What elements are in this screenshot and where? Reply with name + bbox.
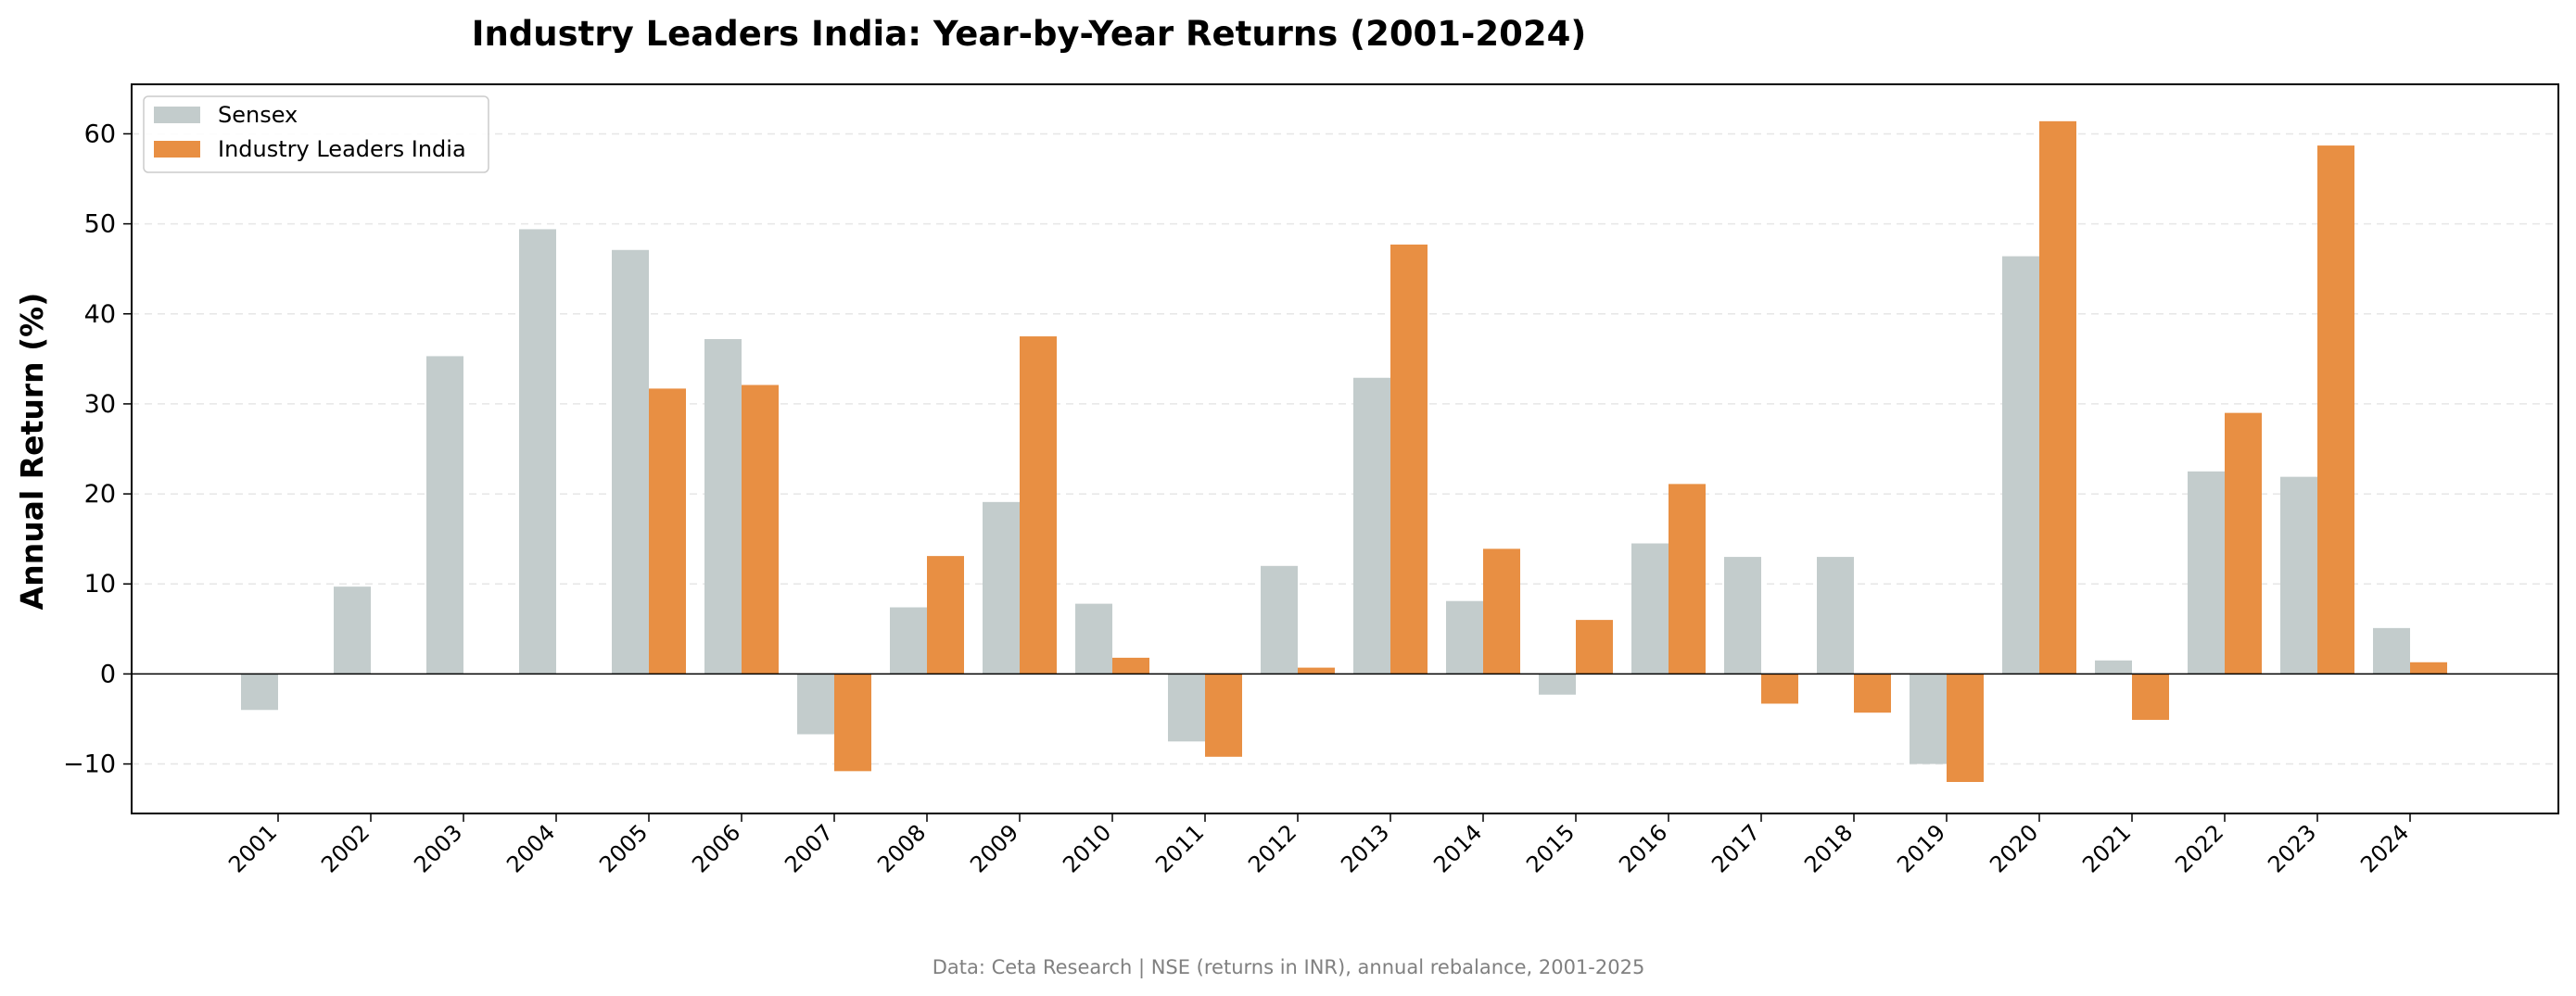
y-tick-label: −10 [63,750,116,779]
y-tick-label: 0 [100,660,116,688]
x-tick-label: 2018 [1799,819,1858,877]
x-tick-label: 2012 [1243,819,1301,877]
y-tick-label: 60 [84,120,116,148]
x-tick-label: 2001 [223,819,282,877]
legend-label: Sensex [218,102,298,128]
y-tick-label: 40 [84,300,116,329]
legend: Sensex Industry Leaders India [143,95,489,173]
bar-industry-leaders-2014 [1483,548,1520,675]
legend-swatch [154,141,200,158]
plot-area-frame [131,83,2559,814]
bar-sensex-2008 [890,607,927,675]
bar-industry-leaders-2006 [742,385,779,675]
bar-industry-leaders-2011 [1205,674,1242,757]
bar-sensex-2012 [1261,565,1298,675]
bar-industry-leaders-2022 [2225,412,2262,675]
x-tick-label: 2007 [780,819,838,877]
x-tick-label: 2023 [2263,819,2321,877]
bar-industry-leaders-2007 [834,674,871,772]
legend-swatch [154,107,200,123]
bar-sensex-2022 [2188,471,2225,675]
bar-sensex-2019 [1910,674,1947,764]
y-tick-label: 50 [84,210,116,239]
bar-sensex-2023 [2280,476,2317,675]
bar-industry-leaders-2020 [2039,120,2076,675]
bar-sensex-2016 [1631,543,1669,675]
bar-sensex-2011 [1168,674,1205,742]
bar-sensex-2013 [1353,377,1390,675]
y-tick-label: 30 [84,390,116,419]
bar-industry-leaders-2018 [1854,674,1891,713]
bar-industry-leaders-2013 [1390,244,1428,675]
x-tick-label: 2006 [687,819,745,877]
bar-industry-leaders-2021 [2132,674,2169,720]
bar-sensex-2005 [612,249,649,675]
x-tick-label: 2014 [1428,819,1487,877]
bar-sensex-2007 [797,674,834,735]
x-tick-label: 2002 [316,819,374,877]
bar-sensex-2003 [426,356,463,675]
x-tick-label: 2020 [1985,819,2043,877]
bar-industry-leaders-2019 [1947,674,1984,782]
x-tick-label: 2019 [1892,819,1950,877]
x-tick-label: 2004 [501,819,560,877]
y-axis: −10 0 10 20 30 40 50 60 [63,120,132,779]
x-tick-label: 2008 [872,819,931,877]
bar-industry-leaders-2017 [1761,674,1798,704]
x-tick-label: 2015 [1521,819,1580,877]
y-tick-label: 10 [84,570,116,599]
bars [241,120,2447,782]
chart-title: Industry Leaders India: Year-by-Year Ret… [472,14,1587,54]
bar-industry-leaders-2016 [1669,484,1706,675]
bar-sensex-2004 [519,229,556,675]
x-tick-label: 2013 [1336,819,1394,877]
x-axis: 2001 2002 2003 2004 2005 2006 2007 2008 2009 2010… [223,813,2414,877]
footer-note: Data: Ceta Research | NSE (returns in IN… [933,956,1645,979]
bar-sensex-2017 [1724,557,1761,675]
bar-sensex-2015 [1539,674,1576,695]
bar-sensex-2001 [241,674,278,711]
bar-sensex-2006 [704,338,742,675]
bar-industry-leaders-2010 [1112,657,1149,675]
bar-industry-leaders-2015 [1576,620,1613,675]
bar-sensex-2009 [983,501,1020,675]
bar-sensex-2002 [334,586,371,675]
bar-industry-leaders-2008 [927,556,964,675]
x-tick-label: 2017 [1707,819,1765,877]
x-tick-label: 2021 [2077,819,2136,877]
y-tick-label: 20 [84,480,116,509]
bar-sensex-2014 [1446,600,1483,675]
x-tick-label: 2009 [965,819,1023,877]
x-tick-label: 2016 [1614,819,1672,877]
x-tick-label: 2024 [2355,819,2414,877]
x-tick-label: 2010 [1058,819,1116,877]
legend-label: Industry Leaders India [218,136,466,162]
bar-industry-leaders-2009 [1020,336,1057,675]
bar-sensex-2021 [2095,660,2132,675]
bar-sensex-2010 [1075,603,1112,675]
bar-sensex-2018 [1817,557,1854,675]
bar-industry-leaders-2024 [2410,662,2447,675]
x-tick-label: 2003 [409,819,467,877]
bar-industry-leaders-2012 [1298,667,1335,675]
x-tick-label: 2011 [1150,819,1209,877]
x-tick-label: 2005 [594,819,653,877]
bar-industry-leaders-2005 [649,388,686,675]
legend-box [143,95,489,173]
bar-sensex-2020 [2002,256,2039,675]
bar-industry-leaders-2023 [2317,145,2354,675]
bar-sensex-2024 [2373,627,2410,675]
y-axis-label: Annual Return (%) [14,293,50,611]
x-tick-label: 2022 [2170,819,2228,877]
